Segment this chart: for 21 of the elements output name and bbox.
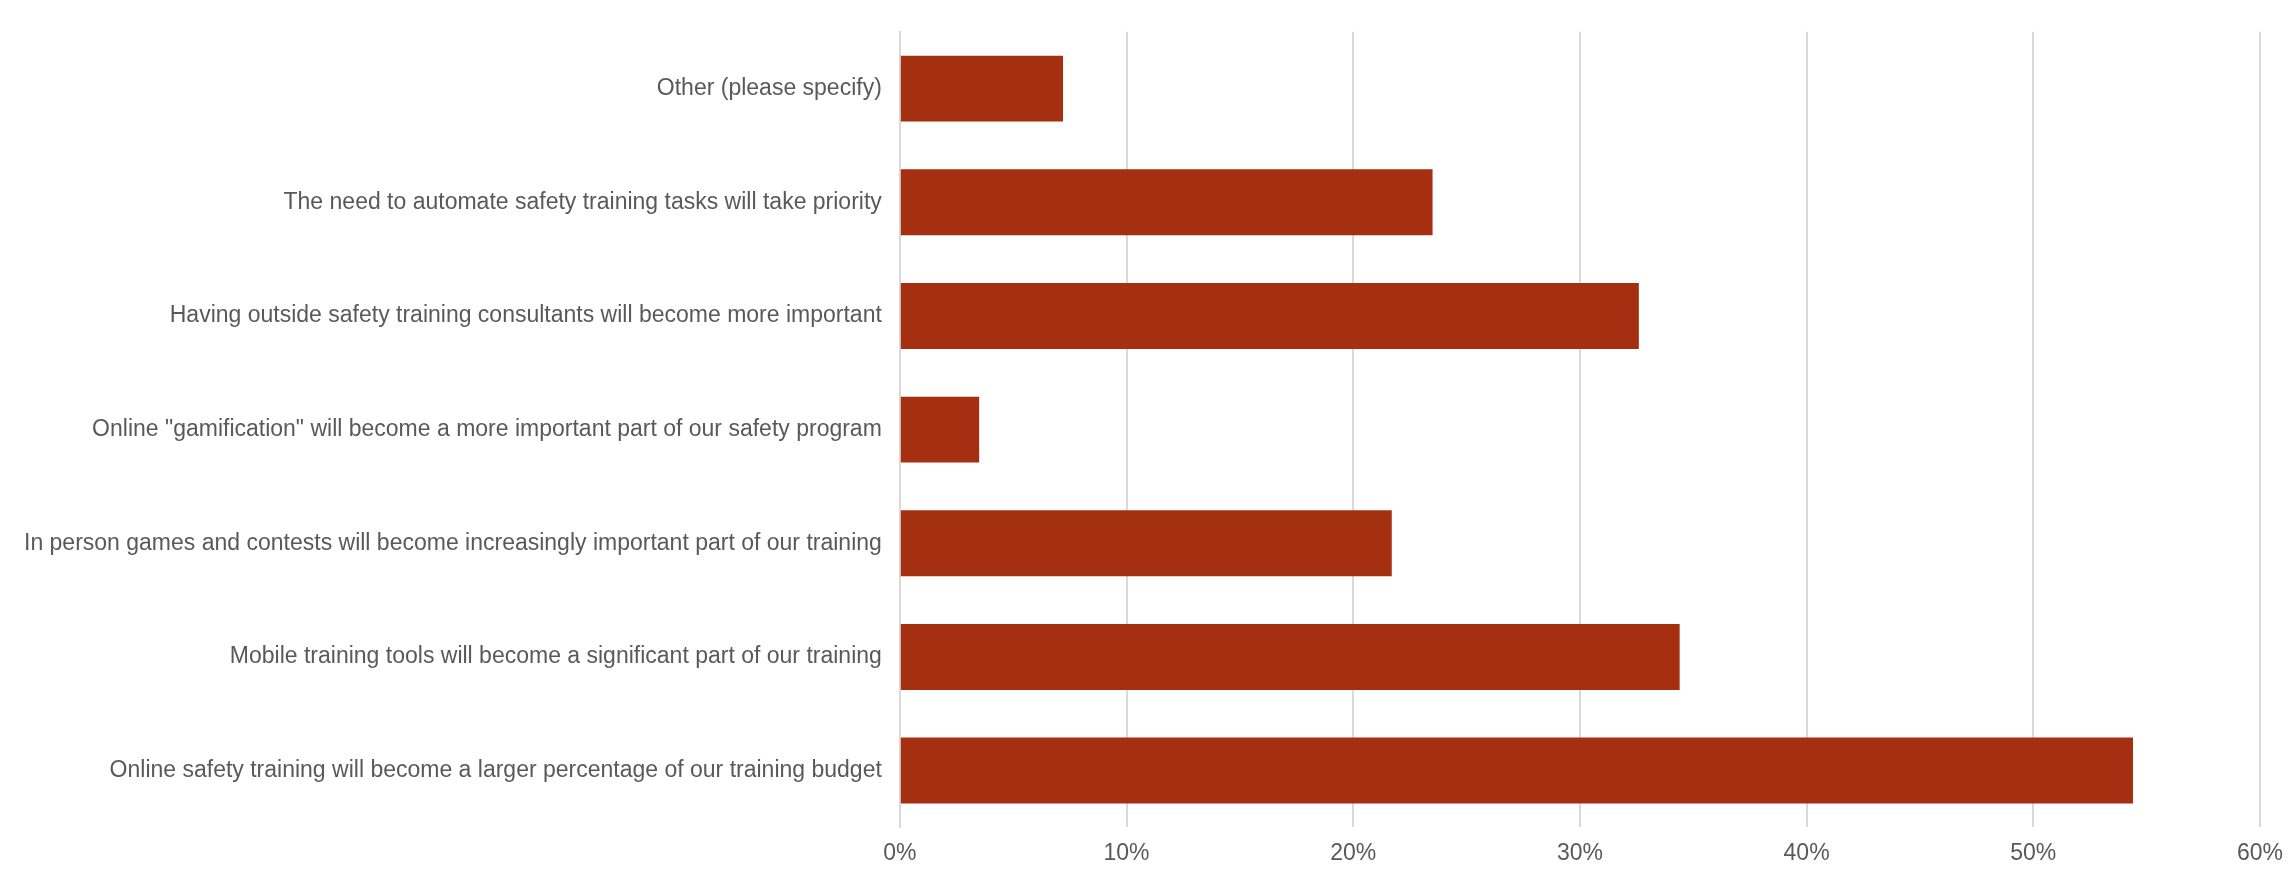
y-tick-label: Having outside safety training consultants will become more important — [169, 301, 883, 328]
y-tick-label: In person games and contests will become increasingly important part of our training — [24, 528, 882, 555]
y-tick-label: The need to automate safety training tasks will take priority — [283, 187, 883, 214]
x-tick-label: 50% — [2010, 838, 2057, 865]
x-tick-label: 30% — [1556, 838, 1603, 865]
bar — [900, 282, 1639, 349]
bar — [900, 55, 1064, 122]
x-tick-label: 10% — [1103, 838, 1150, 865]
bar — [900, 737, 2134, 804]
y-tick-label: Mobile training tools will become a significant part of our training — [229, 642, 882, 669]
y-tick-label: Other (please specify) — [656, 73, 882, 100]
x-tick-label: 60% — [2236, 838, 2284, 865]
x-tick-label: 40% — [1783, 838, 1830, 865]
y-tick-label: Online "gamification" will become a more important part of our safety program — [92, 414, 882, 441]
bar — [900, 396, 980, 463]
y-tick-label: Online safety training will become a larger percentage of our training budget — [109, 755, 883, 782]
bar — [900, 169, 1433, 236]
bar — [900, 623, 1680, 690]
x-tick-label: 0% — [883, 838, 917, 865]
bar — [900, 510, 1392, 577]
x-tick-label: 20% — [1330, 838, 1377, 865]
